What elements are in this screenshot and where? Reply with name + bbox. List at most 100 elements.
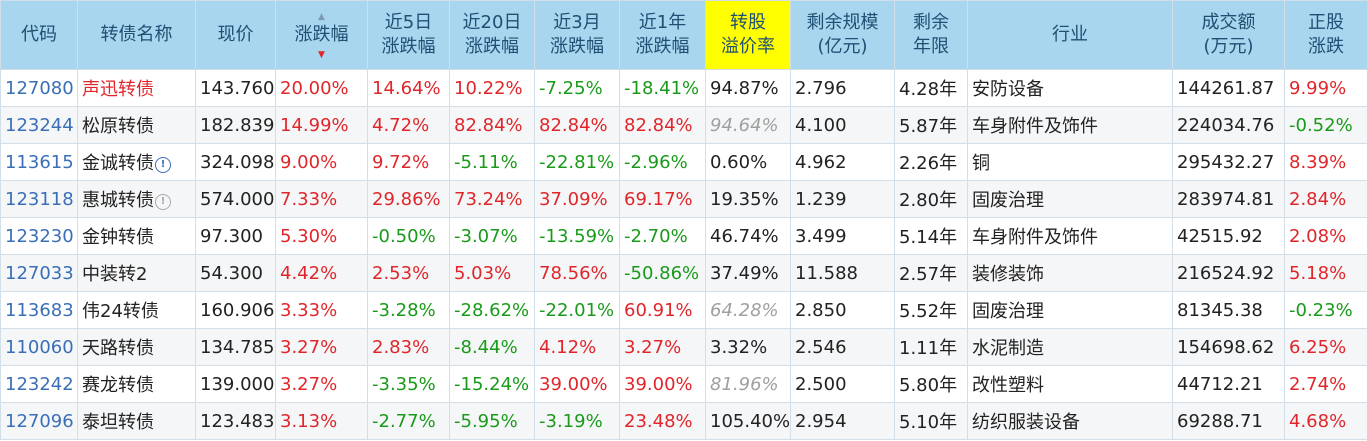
change-20d-cell: 10.22%	[449, 69, 535, 107]
col-header-1y[interactable]: 近1年 涨跌幅	[619, 0, 706, 70]
table-row[interactable]: 127080 声迅转债 143.760 20.00% 14.64% 10.22% -7.25…	[0, 69, 1367, 107]
col-header-industry[interactable]: 行业	[967, 0, 1173, 70]
bond-code-link[interactable]: 127033	[0, 254, 78, 292]
table-row[interactable]: 113615 金诚转债! 324.098 9.00% 9.72% -5.11% -22.81…	[0, 143, 1367, 181]
bond-name-link[interactable]: 伟24转债	[77, 291, 196, 329]
scale-cell: 2.954	[790, 402, 895, 440]
bond-name-link[interactable]: 声迅转债	[77, 69, 196, 107]
change-1y-cell: 23.48%	[619, 402, 706, 440]
bond-name-link[interactable]: 中装转2	[77, 254, 196, 292]
price-cell: 97.300	[195, 217, 276, 255]
stock-change-cell: 4.68%	[1284, 402, 1367, 440]
col-header-premium[interactable]: 转股 溢价率	[705, 0, 791, 70]
table-row[interactable]: 123230 金钟转债 97.300 5.30% -0.50% -3.07% -13.59%…	[0, 217, 1367, 255]
bond-code-link[interactable]: 110060	[0, 328, 78, 366]
bond-name-link[interactable]: 金钟转债	[77, 217, 196, 255]
change-3m-cell-text: 37.09%	[539, 188, 608, 210]
col-header-turnover[interactable]: 成交额 (万元)	[1172, 0, 1285, 70]
bond-code-link[interactable]: 123230	[0, 217, 78, 255]
premium-cell: 46.74%	[705, 217, 791, 255]
scale-cell: 1.239	[790, 180, 895, 218]
bond-code-link[interactable]: 113615	[0, 143, 78, 181]
col-header-price[interactable]: 现价	[195, 0, 276, 70]
change-5d-cell-text: -0.50%	[372, 225, 436, 247]
bond-name-link[interactable]: 赛龙转债	[77, 365, 196, 403]
info-icon[interactable]: !	[155, 194, 171, 210]
premium-cell-text: 19.35%	[710, 188, 779, 210]
table-row[interactable]: 110060 天路转债 134.785 3.27% 2.83% -8.44% 4.12% 3.…	[0, 328, 1367, 366]
premium-cell-text: 0.60%	[710, 151, 768, 173]
change-1y-cell: -50.86%	[619, 254, 706, 292]
bond-name-link-text: 声迅转债	[82, 79, 154, 100]
stock-change-cell-text: -0.23%	[1289, 299, 1353, 321]
industry-cell-text: 水泥制造	[972, 338, 1044, 359]
table-row[interactable]: 113683 伟24转债 160.906 3.33% -3.28% -28.62% -22.…	[0, 291, 1367, 329]
years-cell-text: 2.57年	[899, 264, 958, 285]
premium-cell-text: 94.64%	[710, 114, 779, 136]
col-header-name[interactable]: 转债名称	[77, 0, 196, 70]
scale-cell-text: 2.850	[795, 299, 847, 321]
bond-name-link-text: 金诚转债	[82, 153, 154, 174]
years-cell: 5.10年	[894, 402, 968, 440]
stock-change-cell-text: 2.74%	[1289, 373, 1347, 395]
price-cell: 139.000	[195, 365, 276, 403]
stock-change-cell-text: 9.99%	[1289, 77, 1347, 99]
change-3m-cell: -22.01%	[534, 291, 620, 329]
turnover-cell-text: 216524.92	[1177, 262, 1275, 284]
bond-name-link[interactable]: 天路转债	[77, 328, 196, 366]
bond-code-link[interactable]: 123244	[0, 106, 78, 144]
change-5d-cell: -3.35%	[367, 365, 450, 403]
change-20d-cell-text: 73.24%	[454, 188, 523, 210]
bond-code-link[interactable]: 127096	[0, 402, 78, 440]
price-cell-text: 143.760	[200, 77, 275, 99]
bond-name-link[interactable]: 松原转债	[77, 106, 196, 144]
col-header-scale[interactable]: 剩余规模 (亿元)	[790, 0, 895, 70]
table-row[interactable]: 123242 赛龙转债 139.000 3.27% -3.35% -15.24% 39.00…	[0, 365, 1367, 403]
col-header-sublabel: 涨跌幅	[465, 36, 519, 57]
price-cell-text: 134.785	[200, 336, 275, 358]
bond-name-link-text: 天路转债	[82, 338, 154, 359]
bond-code-link[interactable]: 123118	[0, 180, 78, 218]
bond-code-link-text: 110060	[5, 336, 74, 358]
col-header-5d[interactable]: 近5日 涨跌幅	[367, 0, 450, 70]
table-row[interactable]: 123118 惠城转债! 574.000 7.33% 29.86% 73.24% 37.09…	[0, 180, 1367, 218]
bond-code-link-text: 127096	[5, 410, 74, 432]
info-icon[interactable]: !	[155, 157, 171, 173]
bond-name-link[interactable]: 泰坦转债	[77, 402, 196, 440]
col-header-label: 近20日	[462, 12, 522, 33]
scale-cell-text: 4.100	[795, 114, 847, 136]
col-header-change[interactable]: ▲ 涨跌幅 ▼	[275, 0, 368, 70]
industry-cell: 水泥制造	[967, 328, 1173, 366]
col-header-years[interactable]: 剩余 年限	[894, 0, 968, 70]
scale-cell-text: 3.499	[795, 225, 847, 247]
change-5d-cell-text: 9.72%	[372, 151, 430, 173]
scale-cell-text: 2.500	[795, 373, 847, 395]
change-cell: 3.13%	[275, 402, 368, 440]
turnover-cell: 283974.81	[1172, 180, 1285, 218]
change-3m-cell-text: -22.01%	[539, 299, 615, 321]
stock-change-cell-text: 2.84%	[1289, 188, 1347, 210]
bond-code-link[interactable]: 113683	[0, 291, 78, 329]
table-row[interactable]: 127033 中装转2 54.300 4.42% 2.53% 5.03% 78.56% -50…	[0, 254, 1367, 292]
col-header-stock-change[interactable]: 正股 涨跌	[1284, 0, 1367, 70]
bond-name-link[interactable]: 金诚转债!	[77, 143, 196, 181]
col-header-label: 代码	[21, 24, 57, 45]
turnover-cell: 144261.87	[1172, 69, 1285, 107]
bond-code-link[interactable]: 127080	[0, 69, 78, 107]
col-header-20d[interactable]: 近20日涨跌幅	[449, 0, 535, 70]
scale-cell-text: 4.962	[795, 151, 847, 173]
bond-code-link[interactable]: 123242	[0, 365, 78, 403]
change-cell: 9.00%	[275, 143, 368, 181]
years-cell: 5.80年	[894, 365, 968, 403]
table-row[interactable]: 127096 泰坦转债 123.483 3.13% -2.77% -5.95% -3.19%…	[0, 402, 1367, 440]
turnover-cell: 224034.76	[1172, 106, 1285, 144]
bond-code-link-text: 123242	[5, 373, 74, 395]
change-cell: 5.30%	[275, 217, 368, 255]
scale-cell-text: 2.796	[795, 77, 847, 99]
premium-cell: 64.28%	[705, 291, 791, 329]
bond-name-link[interactable]: 惠城转债!	[77, 180, 196, 218]
change-3m-cell: 37.09%	[534, 180, 620, 218]
col-header-code[interactable]: 代码	[0, 0, 78, 70]
table-row[interactable]: 123244 松原转债 182.839 14.99% 4.72% 82.84% 82.84%…	[0, 106, 1367, 144]
col-header-3m[interactable]: 近3月 涨跌幅	[534, 0, 620, 70]
